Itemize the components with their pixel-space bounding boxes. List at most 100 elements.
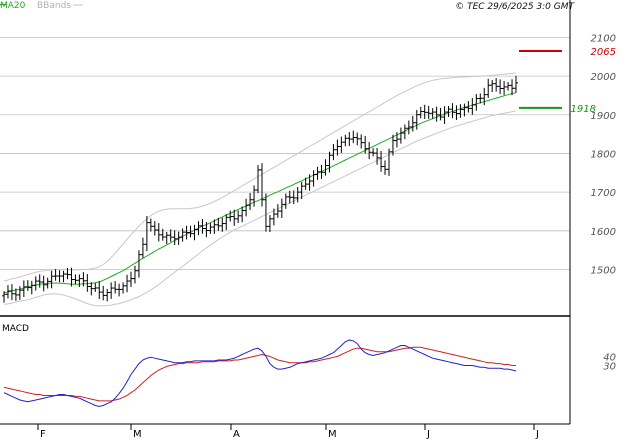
price-bar	[113, 281, 118, 294]
price-bar	[176, 231, 181, 245]
price-bar	[315, 166, 320, 180]
price-bar	[184, 225, 189, 240]
macd-tick-label: 40	[603, 352, 616, 363]
price-bar	[386, 148, 391, 176]
price-bar	[263, 193, 268, 232]
macd-title: MACD	[2, 324, 29, 334]
price-bar	[9, 284, 14, 301]
price-bar	[220, 217, 225, 232]
price-bars	[2, 75, 518, 303]
price-bar	[351, 130, 356, 144]
price-bar	[216, 217, 221, 231]
price-bar	[192, 224, 197, 241]
price-bar	[101, 285, 106, 301]
bband-upper-line	[3, 72, 517, 282]
price-bar	[379, 150, 384, 172]
price-tick-label: 1500	[591, 266, 616, 277]
x-tick-label: J	[426, 429, 430, 440]
price-bar	[45, 277, 50, 289]
price-bar	[375, 147, 380, 165]
price-bar	[430, 108, 435, 119]
price-bar	[228, 210, 233, 222]
price-bar	[168, 229, 173, 242]
price-bar	[77, 274, 82, 287]
price-bar	[244, 198, 249, 217]
price-bar	[61, 270, 66, 283]
price-bar	[256, 165, 261, 194]
price-bar	[494, 78, 499, 92]
price-bar	[275, 204, 280, 218]
x-tick-label: F	[40, 429, 46, 440]
price-bar	[438, 107, 443, 121]
price-bar	[53, 269, 58, 281]
price-bar	[25, 280, 30, 291]
price-tick-label: 2000	[591, 72, 616, 83]
price-bar	[462, 103, 467, 117]
price-bar	[450, 103, 455, 119]
bollinger-bands	[3, 72, 517, 307]
price-bar	[240, 206, 245, 223]
price-bar	[474, 93, 479, 111]
macd-signal-line	[3, 346, 516, 402]
price-bar	[136, 250, 141, 278]
price-bar	[307, 174, 312, 191]
price-tick-label: 1800	[591, 149, 616, 160]
price-bar	[13, 288, 18, 301]
price-bar	[287, 190, 292, 204]
price-bar	[414, 109, 419, 130]
price-bar	[5, 285, 10, 299]
price-bar	[121, 282, 126, 294]
price-bar	[343, 134, 348, 147]
price-bar	[248, 193, 253, 211]
price-bar	[383, 160, 388, 175]
price-bar	[299, 181, 304, 200]
price-bar	[144, 216, 149, 252]
price-bar	[188, 225, 193, 238]
price-bar	[502, 81, 507, 96]
ma20-polyline	[3, 92, 517, 294]
price-bar	[291, 190, 296, 205]
price-bar	[335, 139, 340, 156]
bband-lower-line	[3, 110, 517, 307]
price-bar	[236, 210, 241, 223]
macd-lines	[3, 339, 517, 407]
price-tick-label: 1700	[591, 188, 616, 199]
price-bar	[454, 105, 459, 120]
price-bar	[129, 271, 134, 287]
price-bar	[311, 170, 316, 187]
price-levels: 2065 1918	[519, 47, 616, 115]
price-bar	[514, 75, 518, 93]
price-bar	[303, 177, 308, 190]
price-bar	[458, 104, 463, 118]
x-tick-label: M	[133, 429, 142, 440]
price-bar	[69, 267, 74, 287]
price-bar	[49, 270, 54, 289]
price-bar	[327, 151, 332, 173]
price-bar	[164, 231, 169, 244]
price-bar	[37, 274, 42, 288]
price-bar	[271, 208, 276, 226]
price-bar	[283, 193, 288, 209]
price-bar	[204, 222, 209, 238]
price-bar	[200, 219, 205, 234]
price-tick-label: 1900	[591, 111, 616, 122]
x-tick-label: A	[233, 429, 240, 440]
price-bar	[323, 159, 328, 176]
price-bar	[478, 93, 483, 104]
price-bar	[498, 79, 503, 95]
ma20-line	[3, 92, 517, 294]
price-bar	[394, 132, 399, 148]
price-bar	[132, 265, 137, 284]
price-bar	[160, 228, 165, 241]
legend-bbands: BBands	[37, 1, 71, 11]
price-bar	[17, 286, 22, 300]
price-bar	[89, 282, 94, 296]
price-bar	[390, 134, 395, 156]
price-bar	[331, 144, 336, 161]
price-bar	[41, 275, 46, 292]
price-bar	[224, 214, 229, 230]
price-bar	[279, 198, 284, 219]
price-bar	[21, 280, 26, 298]
